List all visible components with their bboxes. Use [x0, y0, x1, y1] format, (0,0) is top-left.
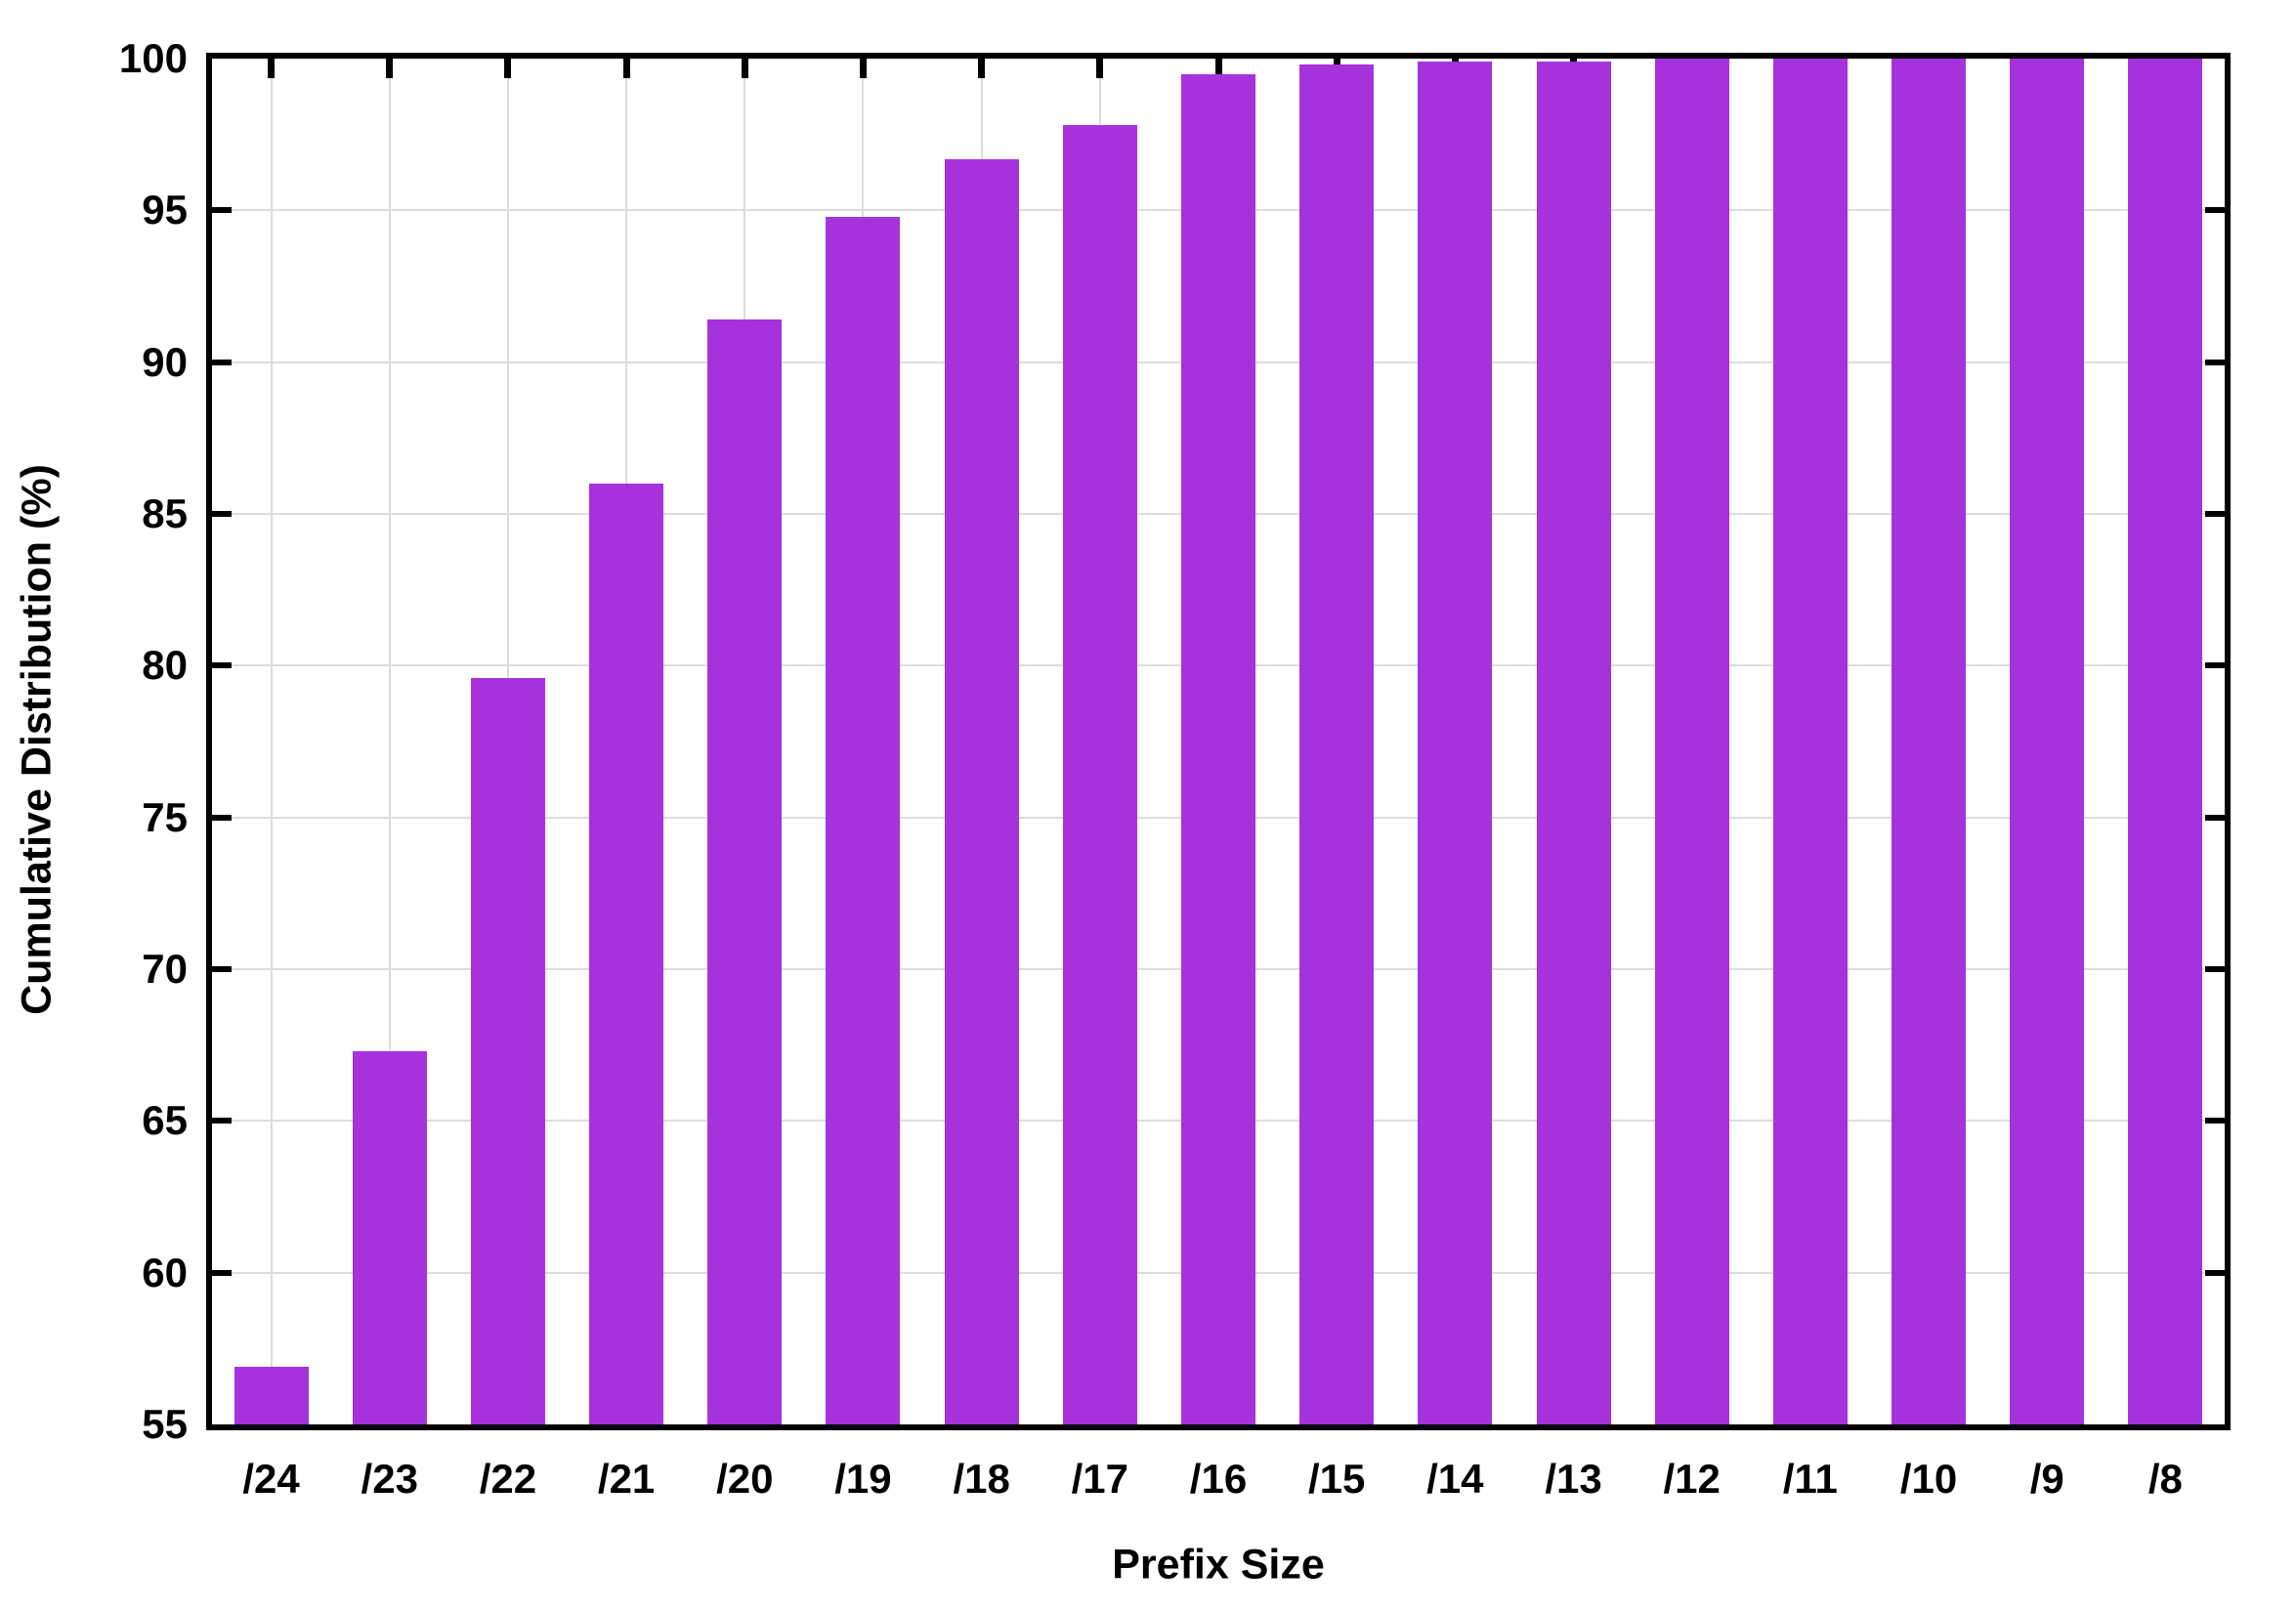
bar-21 [589, 483, 664, 1424]
y-tick-right-60 [2205, 1269, 2225, 1276]
x-tick-label-18: /18 [953, 1456, 1010, 1502]
y-tick-left-60 [212, 1269, 232, 1276]
plot-area [206, 53, 2231, 1430]
y-tick-label-70: 70 [142, 946, 188, 992]
bar-23 [352, 1050, 427, 1424]
y-tick-label-60: 60 [142, 1249, 188, 1295]
bar-17 [1062, 125, 1137, 1424]
bar-24 [234, 1366, 309, 1424]
y-tick-label-55: 55 [142, 1401, 188, 1447]
bar-18 [944, 158, 1019, 1424]
y-tick-left-80 [212, 662, 232, 669]
y-tick-label-65: 65 [142, 1097, 188, 1144]
bar-16 [1181, 73, 1255, 1424]
gridline-vertical-23 [388, 59, 391, 1424]
x-tick-label-12: /12 [1663, 1456, 1721, 1502]
y-tick-label-80: 80 [142, 642, 188, 689]
x-tick-top-17 [1096, 59, 1104, 78]
x-tick-top-16 [1214, 59, 1222, 78]
bar-10 [1892, 59, 1967, 1424]
y-tick-left-85 [212, 511, 232, 517]
y-tick-left-65 [212, 1118, 232, 1124]
x-tick-label-10: /10 [1899, 1456, 1958, 1502]
bar-series-layer [212, 59, 2225, 1424]
x-tick-label-24: /24 [242, 1456, 300, 1502]
bar-8 [2128, 59, 2203, 1424]
y-tick-left-90 [212, 359, 232, 365]
y-tick-right-70 [2205, 966, 2225, 972]
bar-19 [826, 216, 901, 1424]
x-tick-label-13: /13 [1545, 1456, 1602, 1502]
bar-14 [1418, 62, 1493, 1424]
bar-22 [470, 677, 545, 1424]
x-tick-label-8: /8 [2147, 1456, 2183, 1502]
y-tick-right-75 [2205, 814, 2225, 821]
y-tick-left-75 [212, 814, 232, 821]
y-axis-title: Cumulative Distribution (%) [13, 464, 61, 1015]
y-tick-right-65 [2205, 1118, 2225, 1124]
x-tick-top-20 [741, 59, 748, 78]
y-tick-left-70 [212, 966, 232, 972]
x-tick-label-16: /16 [1189, 1456, 1248, 1502]
gridline-vertical-24 [270, 59, 273, 1424]
x-tick-label-19: /19 [834, 1456, 892, 1502]
x-tick-top-18 [978, 59, 986, 78]
y-tick-left-95 [212, 207, 232, 214]
x-tick-top-22 [504, 59, 512, 78]
y-tick-label-100: 100 [118, 35, 188, 81]
y-tick-right-85 [2205, 511, 2225, 517]
x-tick-label-23: /23 [361, 1456, 418, 1502]
x-tick-label-14: /14 [1426, 1456, 1484, 1502]
x-tick-label-9: /9 [2029, 1456, 2064, 1502]
y-tick-label-85: 85 [142, 490, 188, 536]
x-tick-label-22: /22 [479, 1456, 537, 1502]
y-tick-right-80 [2205, 662, 2225, 669]
bar-12 [1654, 59, 1729, 1424]
bar-13 [1536, 62, 1611, 1424]
bar-20 [707, 319, 783, 1424]
x-tick-label-21: /21 [597, 1456, 656, 1502]
y-tick-label-90: 90 [142, 338, 188, 385]
y-tick-right-90 [2205, 359, 2225, 365]
x-tick-top-21 [622, 59, 630, 78]
x-tick-top-19 [859, 59, 867, 78]
x-tick-label-20: /20 [716, 1456, 774, 1502]
x-tick-top-24 [268, 59, 276, 78]
y-tick-label-75: 75 [142, 793, 188, 840]
bar-11 [1772, 59, 1848, 1424]
y-tick-right-95 [2205, 207, 2225, 214]
x-tick-label-17: /17 [1071, 1456, 1128, 1502]
x-axis-title: Prefix Size [1112, 1541, 1325, 1589]
x-tick-label-11: /11 [1782, 1456, 1838, 1502]
bar-15 [1299, 64, 1375, 1424]
x-tick-label-15: /15 [1307, 1456, 1366, 1502]
bar-9 [2010, 59, 2085, 1424]
x-tick-top-23 [386, 59, 394, 78]
y-tick-label-95: 95 [142, 187, 188, 233]
